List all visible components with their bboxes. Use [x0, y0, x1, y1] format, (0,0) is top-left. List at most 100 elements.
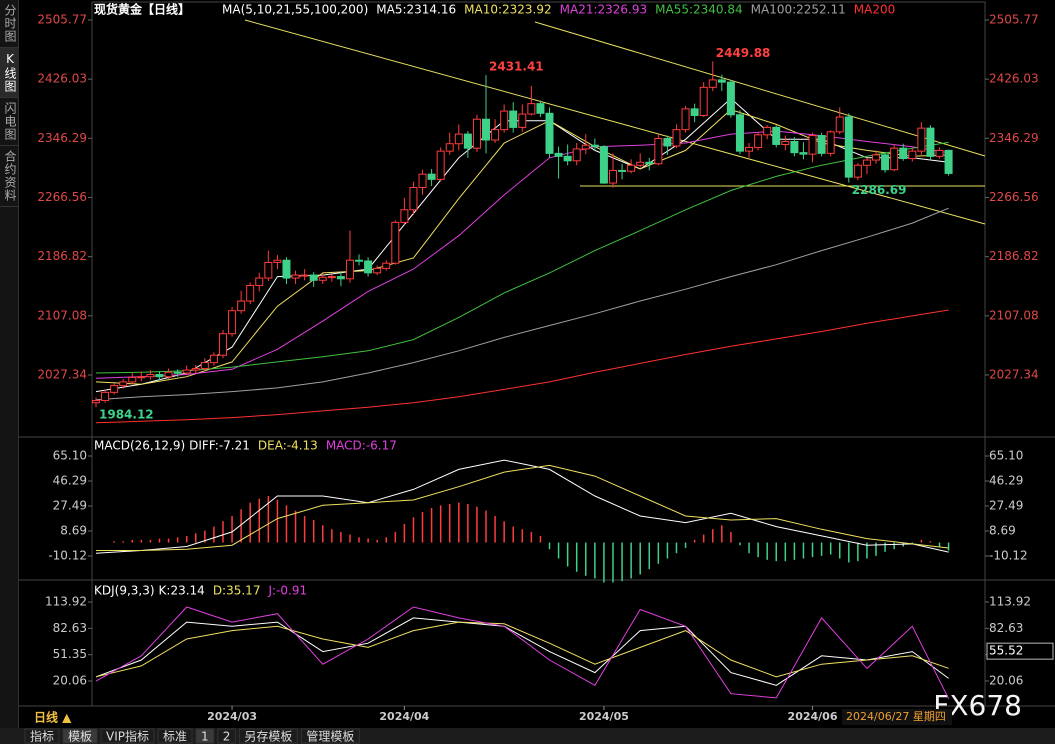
macd-bar: [258, 498, 261, 543]
macd-bar: [312, 519, 315, 543]
macd-bar: [775, 542, 777, 562]
macd-bar: [848, 542, 850, 563]
y-tick-label: 2107.08: [989, 308, 1039, 322]
macd-bar: [929, 541, 932, 543]
macd-bar: [331, 529, 333, 543]
y-tick-label: 2505.77: [37, 12, 87, 26]
y-tick-label: 2346.29: [989, 131, 1039, 145]
candle-body: [572, 148, 581, 162]
bottom-tab[interactable]: 模板: [62, 728, 98, 744]
candle-body: [336, 276, 345, 280]
macd-bar: [385, 537, 387, 543]
y-tick-label: 51.35: [53, 647, 87, 661]
bottom-tab[interactable]: 指标: [24, 728, 60, 744]
macd-bar: [421, 511, 424, 543]
indicator-line: [95, 207, 949, 401]
macd-bar: [167, 538, 170, 543]
tab-label[interactable]: 另存模板: [244, 730, 292, 744]
tab-bg: [238, 728, 298, 744]
side-tab[interactable]: 分时图: [0, 0, 21, 48]
indicator-line: [95, 309, 949, 424]
candle-body: [781, 141, 790, 145]
candle-body: [373, 267, 382, 274]
macd-bar: [594, 542, 596, 579]
macd-bar: [684, 542, 687, 548]
candle-body: [935, 149, 944, 157]
bottom-tab[interactable]: 1: [195, 728, 215, 744]
side-tab[interactable]: 合约资料: [0, 146, 21, 207]
candle-body: [681, 108, 690, 131]
period-label[interactable]: 日线 ▲: [34, 710, 72, 725]
candle-body: [672, 129, 681, 147]
macd-bar: [721, 525, 723, 543]
candle-body: [454, 133, 463, 145]
candle-body: [400, 209, 409, 223]
tab-label[interactable]: 2: [223, 730, 231, 744]
tab-bg: [24, 728, 60, 744]
panel-title: MACD(26,12,9): [94, 439, 185, 453]
y-tick-label: 2186.82: [989, 249, 1039, 263]
candle-body: [209, 354, 218, 364]
bottom-tab[interactable]: 标准: [157, 728, 193, 744]
indicator-line: [95, 606, 950, 699]
macd-bar: [666, 542, 669, 559]
macd-bar: [521, 529, 524, 543]
candle-body: [708, 79, 717, 88]
y-tick-label: 2107.08: [37, 308, 87, 322]
y-tick-label: -10.12: [48, 549, 87, 563]
y-tick-label: 2266.56: [37, 190, 87, 204]
macd-bar: [503, 521, 505, 543]
candle-body: [862, 159, 871, 166]
candle-body: [228, 310, 237, 335]
macd-bar: [476, 506, 478, 543]
y-tick-label: 2027.34: [37, 368, 87, 382]
tab-bg: [195, 728, 215, 744]
macd-bar: [349, 534, 351, 543]
macd-bar: [448, 503, 451, 543]
macd-bar: [530, 531, 533, 543]
sidebar: 分时图 K线图 闪电图 合约资料: [0, 0, 21, 728]
candle-body: [790, 141, 799, 154]
bottom-tab[interactable]: VIP指标: [100, 728, 155, 744]
candle-body: [309, 274, 318, 281]
candle-body: [300, 274, 309, 277]
candle-body: [663, 138, 672, 147]
candle-body: [155, 374, 164, 378]
macd-bar: [185, 535, 188, 543]
candle-body: [164, 371, 173, 378]
bottom-tab[interactable]: 另存模板: [238, 728, 298, 744]
tab-label[interactable]: 标准: [163, 730, 187, 744]
bottom-tab[interactable]: 管理模板: [300, 728, 360, 744]
side-tab[interactable]: 闪电图: [0, 98, 21, 146]
tab-label[interactable]: 指标: [30, 729, 54, 744]
macd-bar: [566, 542, 569, 567]
chart-title: 现货黄金【日线】: [94, 2, 190, 17]
bottom-tab[interactable]: 2: [217, 728, 236, 744]
value-marker-box: [986, 642, 1054, 660]
tab-label[interactable]: 1: [201, 730, 209, 744]
candle-body: [645, 161, 654, 165]
candle-body: [844, 116, 853, 178]
x-tick-label: 2024/04: [379, 710, 429, 723]
y-tick-label: 8.69: [989, 523, 1016, 537]
macd-bar: [394, 531, 397, 543]
tab-label[interactable]: VIP指标: [106, 729, 149, 744]
candle-body: [191, 368, 200, 371]
legend-item: D:35.17: [213, 584, 261, 598]
candle-body: [500, 110, 509, 131]
macd-bar: [131, 539, 134, 543]
y-tick-label: 2505.77: [989, 12, 1039, 26]
macd-bar: [367, 538, 369, 543]
candle-body: [699, 86, 708, 117]
side-tab[interactable]: K线图: [0, 48, 21, 98]
y-tick-label: 65.10: [53, 449, 87, 463]
y-tick-label: 2426.03: [989, 72, 1039, 86]
macd-bar: [294, 510, 297, 543]
tab-label[interactable]: 管理模板: [306, 729, 354, 744]
macd-bar: [639, 542, 641, 575]
candle-body: [726, 81, 735, 116]
candle-body: [391, 221, 400, 264]
tab-bg: [217, 728, 236, 744]
tab-label[interactable]: 模板: [68, 730, 92, 744]
indicator-line: [95, 621, 949, 678]
